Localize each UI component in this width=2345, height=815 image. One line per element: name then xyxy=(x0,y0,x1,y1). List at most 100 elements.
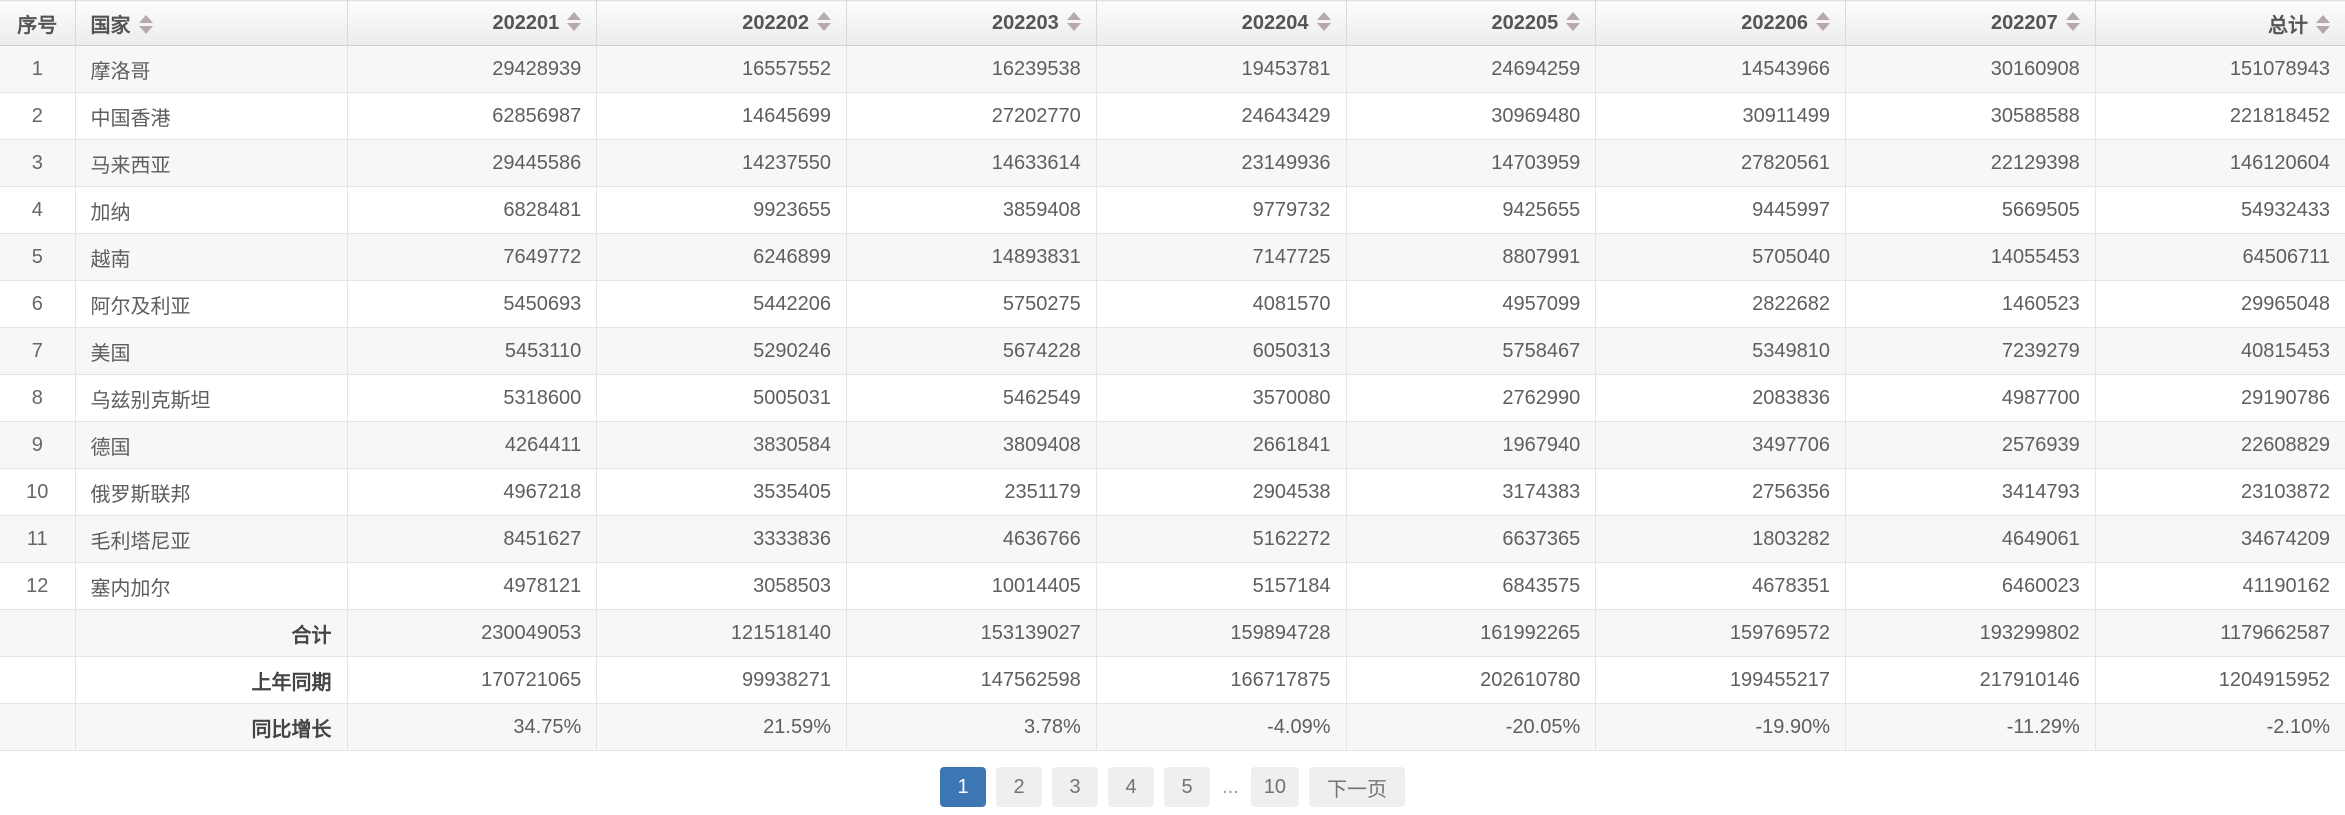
column-header-202206[interactable]: 202206 xyxy=(1595,0,1846,46)
value-cell: 9779732 xyxy=(1096,186,1347,234)
value-cell: 5705040 xyxy=(1595,233,1846,281)
value-cell: 3497706 xyxy=(1595,421,1846,469)
summary-value-cell: 202610780 xyxy=(1346,656,1597,704)
value-cell: 4264411 xyxy=(347,421,598,469)
value-cell: 5157184 xyxy=(1096,562,1347,610)
pagination: 1 2 3 4 5... 10 下一页 xyxy=(0,759,2345,815)
summary-value-cell: 34.75% xyxy=(347,703,598,751)
summary-value-cell: 161992265 xyxy=(1346,609,1597,657)
value-cell: 2576939 xyxy=(1845,421,2096,469)
value-cell: 7147725 xyxy=(1096,233,1347,281)
value-cell: 14893831 xyxy=(846,233,1097,281)
column-header-country[interactable]: 国家 xyxy=(75,0,348,46)
column-header-index: 序号 xyxy=(0,0,76,46)
row-index: 6 xyxy=(0,280,76,328)
table-row: 8 乌兹别克斯坦 5318600 5005031 5462549 3570080 27629… xyxy=(0,374,2345,422)
summary-value-cell: 159894728 xyxy=(1096,609,1347,657)
country-name: 德国 xyxy=(75,421,348,469)
value-cell: 30911499 xyxy=(1595,92,1846,140)
country-name: 俄罗斯联邦 xyxy=(75,468,348,516)
table-row: 7 美国 5453110 5290246 5674228 6050313 5758467 53… xyxy=(0,327,2345,375)
row-index: 12 xyxy=(0,562,76,610)
value-cell: 3333836 xyxy=(596,515,847,563)
summary-value-cell: 3.78% xyxy=(846,703,1097,751)
value-cell: 3535405 xyxy=(596,468,847,516)
value-cell: 16239538 xyxy=(846,45,1097,93)
value-cell: 30588588 xyxy=(1845,92,2096,140)
column-header-202207[interactable]: 202207 xyxy=(1845,0,2096,46)
page-button-10[interactable]: 10 xyxy=(1250,767,1299,807)
page-button-4[interactable]: 4 xyxy=(1108,767,1155,807)
summary-row: 同比增长 34.75% 21.59% 3.78% -4.09% -20.05% -19.90… xyxy=(0,703,2345,751)
value-cell: 4978121 xyxy=(347,562,598,610)
summary-value-cell: 170721065 xyxy=(347,656,598,704)
summary-value-cell: 159769572 xyxy=(1595,609,1846,657)
value-cell: 62856987 xyxy=(347,92,598,140)
value-cell: 5318600 xyxy=(347,374,598,422)
column-header-202202[interactable]: 202202 xyxy=(596,0,847,46)
page-button-5[interactable]: 5 xyxy=(1164,767,1211,807)
value-cell: 2762990 xyxy=(1346,374,1597,422)
value-cell: 1967940 xyxy=(1346,421,1597,469)
table-row: 6 阿尔及利亚 5450693 5442206 5750275 4081570 495709… xyxy=(0,280,2345,328)
column-header-202203[interactable]: 202203 xyxy=(846,0,1097,46)
value-cell: 34674209 xyxy=(2095,515,2345,563)
value-cell: 23103872 xyxy=(2095,468,2345,516)
column-header-202201[interactable]: 202201 xyxy=(347,0,598,46)
table-row: 2 中国香港 62856987 14645699 27202770 24643429 309… xyxy=(0,92,2345,140)
summary-value-cell: -4.09% xyxy=(1096,703,1347,751)
column-header-202205[interactable]: 202205 xyxy=(1346,0,1597,46)
header-row: 序号 国家 202201 202202 202203 202204 202205 202206… xyxy=(0,0,2345,46)
value-cell: 7649772 xyxy=(347,233,598,281)
column-header-label: 202201 xyxy=(492,11,560,34)
value-cell: 6637365 xyxy=(1346,515,1597,563)
next-page-button[interactable]: 下一页 xyxy=(1308,767,1405,807)
row-index: 11 xyxy=(0,515,76,563)
data-table: 序号 国家 202201 202202 202203 202204 202205 202206… xyxy=(0,0,2345,751)
value-cell: 40815453 xyxy=(2095,327,2345,375)
sort-arrows-icon xyxy=(1066,11,1081,31)
country-name: 毛利塔尼亚 xyxy=(75,515,348,563)
value-cell: 4987700 xyxy=(1845,374,2096,422)
row-index: 2 xyxy=(0,92,76,140)
value-cell: 5450693 xyxy=(347,280,598,328)
sort-arrows-icon xyxy=(817,11,831,31)
table-row: 4 加纳 6828481 9923655 3859408 9779732 9425655 94… xyxy=(0,186,2345,234)
page-button-3[interactable]: 3 xyxy=(1052,767,1099,807)
value-cell: 5349810 xyxy=(1595,327,1846,375)
sort-arrows-icon xyxy=(1816,11,1830,31)
value-cell: 6828481 xyxy=(347,186,598,234)
value-cell: 30969480 xyxy=(1346,92,1597,140)
column-header-label: 国家 xyxy=(90,14,131,37)
column-header-total[interactable]: 总计 xyxy=(2095,0,2345,46)
summary-value-cell: 193299802 xyxy=(1845,609,2096,657)
summary-row-label: 同比增长 xyxy=(75,703,348,751)
summary-value-cell: -20.05% xyxy=(1346,703,1597,751)
value-cell: 14543966 xyxy=(1595,45,1846,93)
value-cell: 5674228 xyxy=(846,327,1097,375)
page-button-1[interactable]: 1 xyxy=(940,767,987,807)
summary-value-cell: 21.59% xyxy=(596,703,847,751)
row-index: 5 xyxy=(0,233,76,281)
table-body: 1 摩洛哥 29428939 16557552 16239538 19453781 2469… xyxy=(0,45,2345,751)
value-cell: 4081570 xyxy=(1096,280,1347,328)
column-header-label: 202205 xyxy=(1491,11,1559,34)
value-cell: 4636766 xyxy=(846,515,1097,563)
row-index: 1 xyxy=(0,45,76,93)
table-row: 12 塞内加尔 4978121 3058503 10014405 5157184 68435… xyxy=(0,562,2345,610)
column-header-202204[interactable]: 202204 xyxy=(1096,0,1347,46)
value-cell: 29428939 xyxy=(347,45,598,93)
value-cell: 64506711 xyxy=(2095,233,2345,281)
country-name: 美国 xyxy=(75,327,348,375)
value-cell: 27202770 xyxy=(846,92,1097,140)
value-cell: 23149936 xyxy=(1096,139,1347,187)
summary-value-cell: 230049053 xyxy=(347,609,598,657)
page-button-2[interactable]: 2 xyxy=(996,767,1043,807)
value-cell: 151078943 xyxy=(2095,45,2345,93)
value-cell: 16557552 xyxy=(596,45,847,93)
table-row: 11 毛利塔尼亚 8451627 3333836 4636766 5162272 66373… xyxy=(0,515,2345,563)
value-cell: 4678351 xyxy=(1595,562,1846,610)
value-cell: 2661841 xyxy=(1096,421,1347,469)
value-cell: 2904538 xyxy=(1096,468,1347,516)
value-cell: 14645699 xyxy=(596,92,847,140)
